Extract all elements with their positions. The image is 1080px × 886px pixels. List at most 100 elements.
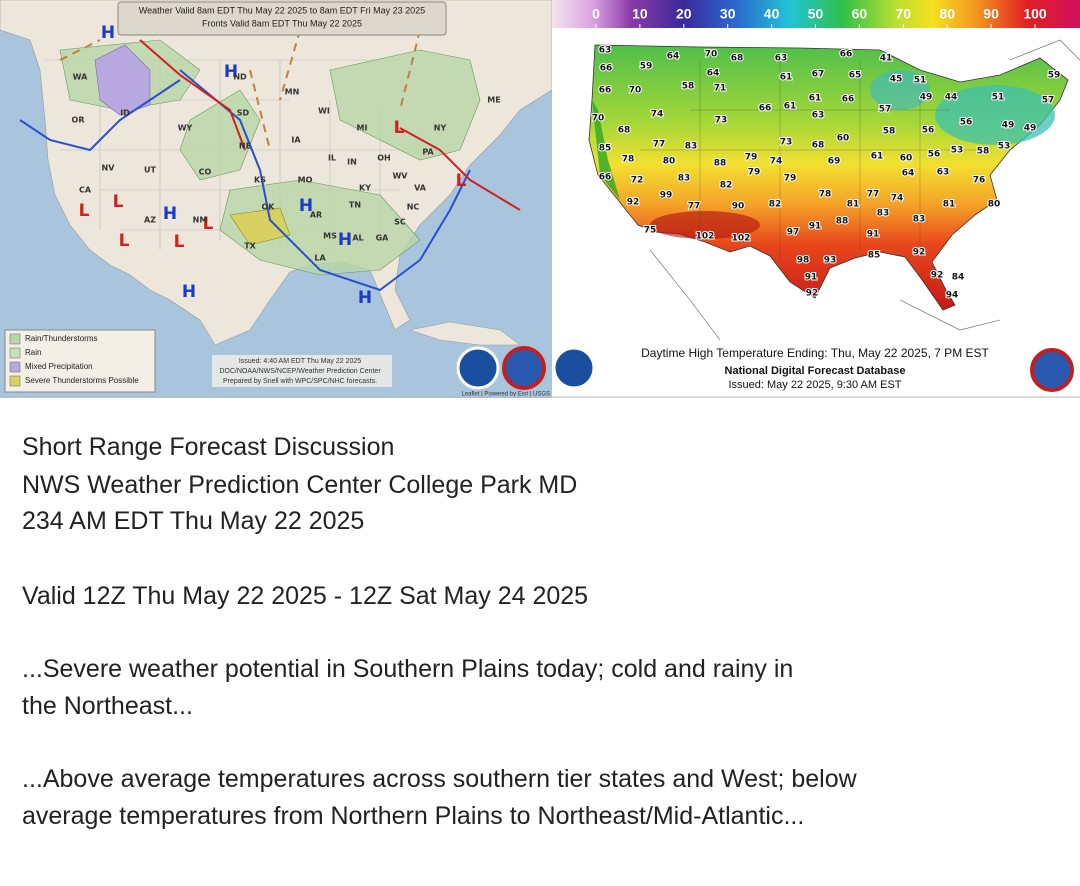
temperature-label: 81 bbox=[943, 200, 956, 210]
temperature-label: 79 bbox=[784, 174, 797, 184]
temperature-label: 82 bbox=[769, 200, 782, 210]
temperature-label: 41 bbox=[880, 54, 893, 64]
temperature-label: 73 bbox=[780, 138, 793, 148]
state-label: IA bbox=[291, 136, 301, 145]
state-label: MN bbox=[285, 88, 300, 97]
mixed-precip bbox=[94, 44, 151, 116]
legend-label: Severe Thunderstorms Possible bbox=[25, 376, 139, 385]
state-label: IN bbox=[347, 158, 357, 167]
issued-line: DOC/NOAA/NWS/NCEP/Weather Prediction Cen… bbox=[219, 368, 381, 375]
cool-area bbox=[870, 70, 930, 110]
temperature-label: 92 bbox=[913, 248, 926, 258]
state-label: CO bbox=[199, 168, 212, 177]
temperature-label: 56 bbox=[960, 118, 973, 128]
temperature-label: 60 bbox=[900, 154, 913, 164]
attribution: Leaflet | Powered by Esri | USGS bbox=[462, 392, 551, 398]
state-label: OH bbox=[377, 154, 391, 163]
temperature-label: 102 bbox=[732, 234, 751, 244]
legend: Rain/Thunderstorms Rain Mixed Precipitatio… bbox=[9, 333, 139, 387]
legend-swatch bbox=[9, 361, 21, 373]
legend-label: Rain/Thunderstorms bbox=[25, 334, 97, 343]
temperature-labels: 63 66 59 64 70 68 63 66 41 64 61 67 65 45 51 59 66 70 58 71… bbox=[591, 45, 1062, 302]
map-issued: Issued: May 22 2025, 9:30 AM EST bbox=[728, 379, 901, 391]
legend-box bbox=[4, 329, 156, 393]
headline: the Northeast... bbox=[22, 692, 193, 720]
temperature-label: 59 bbox=[1048, 71, 1061, 81]
temperature-label: 70 bbox=[629, 86, 642, 96]
temperature-label: 83 bbox=[877, 209, 890, 219]
state-label: MS bbox=[323, 232, 337, 241]
state-label: ID bbox=[120, 109, 130, 118]
pressure-center: L bbox=[174, 232, 185, 252]
state-label: NC bbox=[407, 203, 420, 212]
nws-logo bbox=[1030, 348, 1074, 392]
temperature-label: 77 bbox=[867, 190, 880, 200]
temperature-label: 58 bbox=[883, 127, 896, 137]
hot-area bbox=[650, 211, 760, 239]
temperature-label: 51 bbox=[914, 76, 927, 86]
temperature-label: 68 bbox=[731, 54, 744, 64]
temperature-label: 80 bbox=[663, 157, 676, 167]
temperature-label: 49 bbox=[1002, 121, 1015, 131]
scale-tick-label: 60 bbox=[852, 6, 868, 22]
temperature-label: 66 bbox=[842, 95, 855, 105]
cool-area bbox=[935, 85, 1055, 145]
coastal-cool bbox=[592, 100, 620, 200]
temperature-label: 51 bbox=[992, 93, 1005, 103]
temperature-label: 79 bbox=[748, 168, 761, 178]
state-label: AZ bbox=[144, 216, 156, 225]
temperature-label: 92 bbox=[931, 271, 944, 281]
legend-swatch bbox=[9, 347, 21, 359]
legend-label: Rain bbox=[25, 348, 41, 357]
noaa-logo bbox=[552, 346, 596, 390]
scale-tick-label: 70 bbox=[896, 6, 912, 22]
temperature-label: 56 bbox=[922, 126, 935, 136]
temperature-label: 72 bbox=[631, 176, 644, 186]
temperature-label: 65 bbox=[849, 71, 862, 81]
temperature-label: 92 bbox=[627, 198, 640, 208]
temperature-label: 66 bbox=[600, 64, 613, 74]
temperature-label: 70 bbox=[705, 50, 718, 60]
scale-tick-label: 50 bbox=[808, 6, 824, 22]
temperature-label: 68 bbox=[812, 141, 825, 151]
state-label: WA bbox=[73, 73, 88, 82]
state-label: MO bbox=[298, 176, 313, 185]
temperature-label: 63 bbox=[775, 54, 788, 64]
temperature-label: 60 bbox=[837, 134, 850, 144]
title-line: 234 AM EDT Thu May 22 2025 bbox=[22, 507, 365, 535]
state-label: OK bbox=[262, 203, 276, 212]
pressure-center: H bbox=[224, 62, 238, 82]
state-label: ME bbox=[487, 96, 500, 105]
temperature-label: 61 bbox=[871, 152, 884, 162]
nws-logo bbox=[502, 346, 546, 390]
header-line: Weather Valid 8am EDT Thu May 22 2025 to… bbox=[139, 5, 425, 15]
state-label: ND bbox=[233, 73, 247, 82]
pressure-center: L bbox=[113, 192, 124, 212]
temperature-label: 74 bbox=[891, 194, 904, 204]
scale-tick-label: 30 bbox=[720, 6, 736, 22]
state-label: WV bbox=[392, 172, 408, 181]
temperature-label: 68 bbox=[618, 126, 631, 136]
coastlines bbox=[649, 39, 1080, 341]
temperature-label: 77 bbox=[688, 202, 701, 212]
temperature-label: 61 bbox=[780, 73, 793, 83]
temperature-label: 94 bbox=[946, 291, 959, 301]
issued-line: Prepared by Snell with WPC/SPC/NHC forec… bbox=[223, 378, 377, 385]
temperature-label: 82 bbox=[720, 181, 733, 191]
temperature-label: 71 bbox=[714, 84, 727, 94]
temperature-label: 97 bbox=[787, 228, 800, 238]
temperature-label: 63 bbox=[599, 46, 612, 56]
state-label: VA bbox=[414, 184, 427, 193]
state-label: NM bbox=[193, 216, 208, 225]
temperature-label: 66 bbox=[599, 173, 612, 183]
temperature-label: 49 bbox=[920, 93, 933, 103]
scale-tick-label: 20 bbox=[676, 6, 692, 22]
temperature-label: 73 bbox=[715, 116, 728, 126]
temperature-label: 75 bbox=[644, 226, 657, 236]
state-label: IL bbox=[328, 154, 336, 163]
cuba bbox=[409, 321, 521, 346]
temperature-label: 44 bbox=[945, 93, 958, 103]
temperature-label: 93 bbox=[824, 256, 837, 266]
